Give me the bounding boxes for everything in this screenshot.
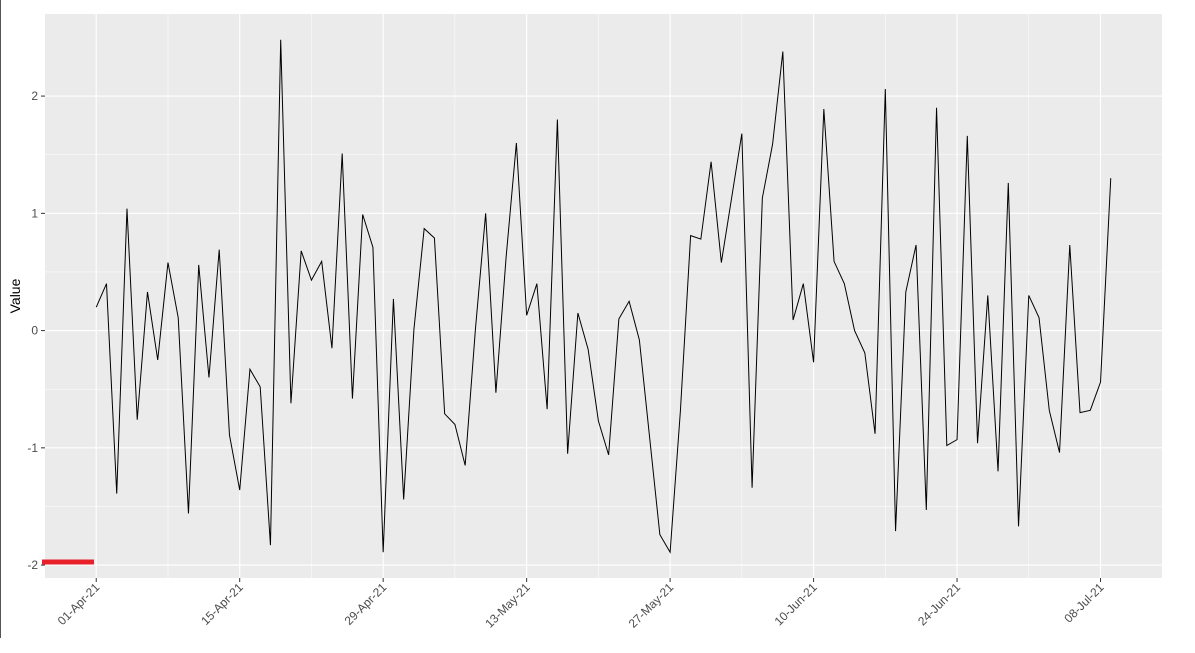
y-tick-label: -2: [27, 558, 38, 572]
data-line: [95, 39, 1112, 554]
panel: [45, 14, 1162, 578]
x-tick-label: 24-Jun-21: [915, 580, 963, 628]
y-tick-label: 0: [31, 324, 38, 338]
x-tick-label: 08-Jul-21: [1061, 580, 1107, 626]
x-tick-label: 27-May-21: [626, 580, 677, 631]
y-tick-label: 1: [31, 206, 38, 220]
x-tick-label: 15-Apr-21: [198, 580, 246, 628]
y-tick-label: -1: [27, 441, 38, 455]
x-tick-label: 01-Apr-21: [55, 580, 103, 628]
x-tick-label: 29-Apr-21: [342, 580, 390, 628]
x-tick-label: 13-May-21: [482, 580, 533, 631]
y-tick-label: 2: [31, 89, 38, 103]
grid: [45, 14, 1162, 578]
x-tick-label: 10-Jun-21: [772, 580, 820, 628]
y-axis-label: Value: [7, 278, 23, 313]
